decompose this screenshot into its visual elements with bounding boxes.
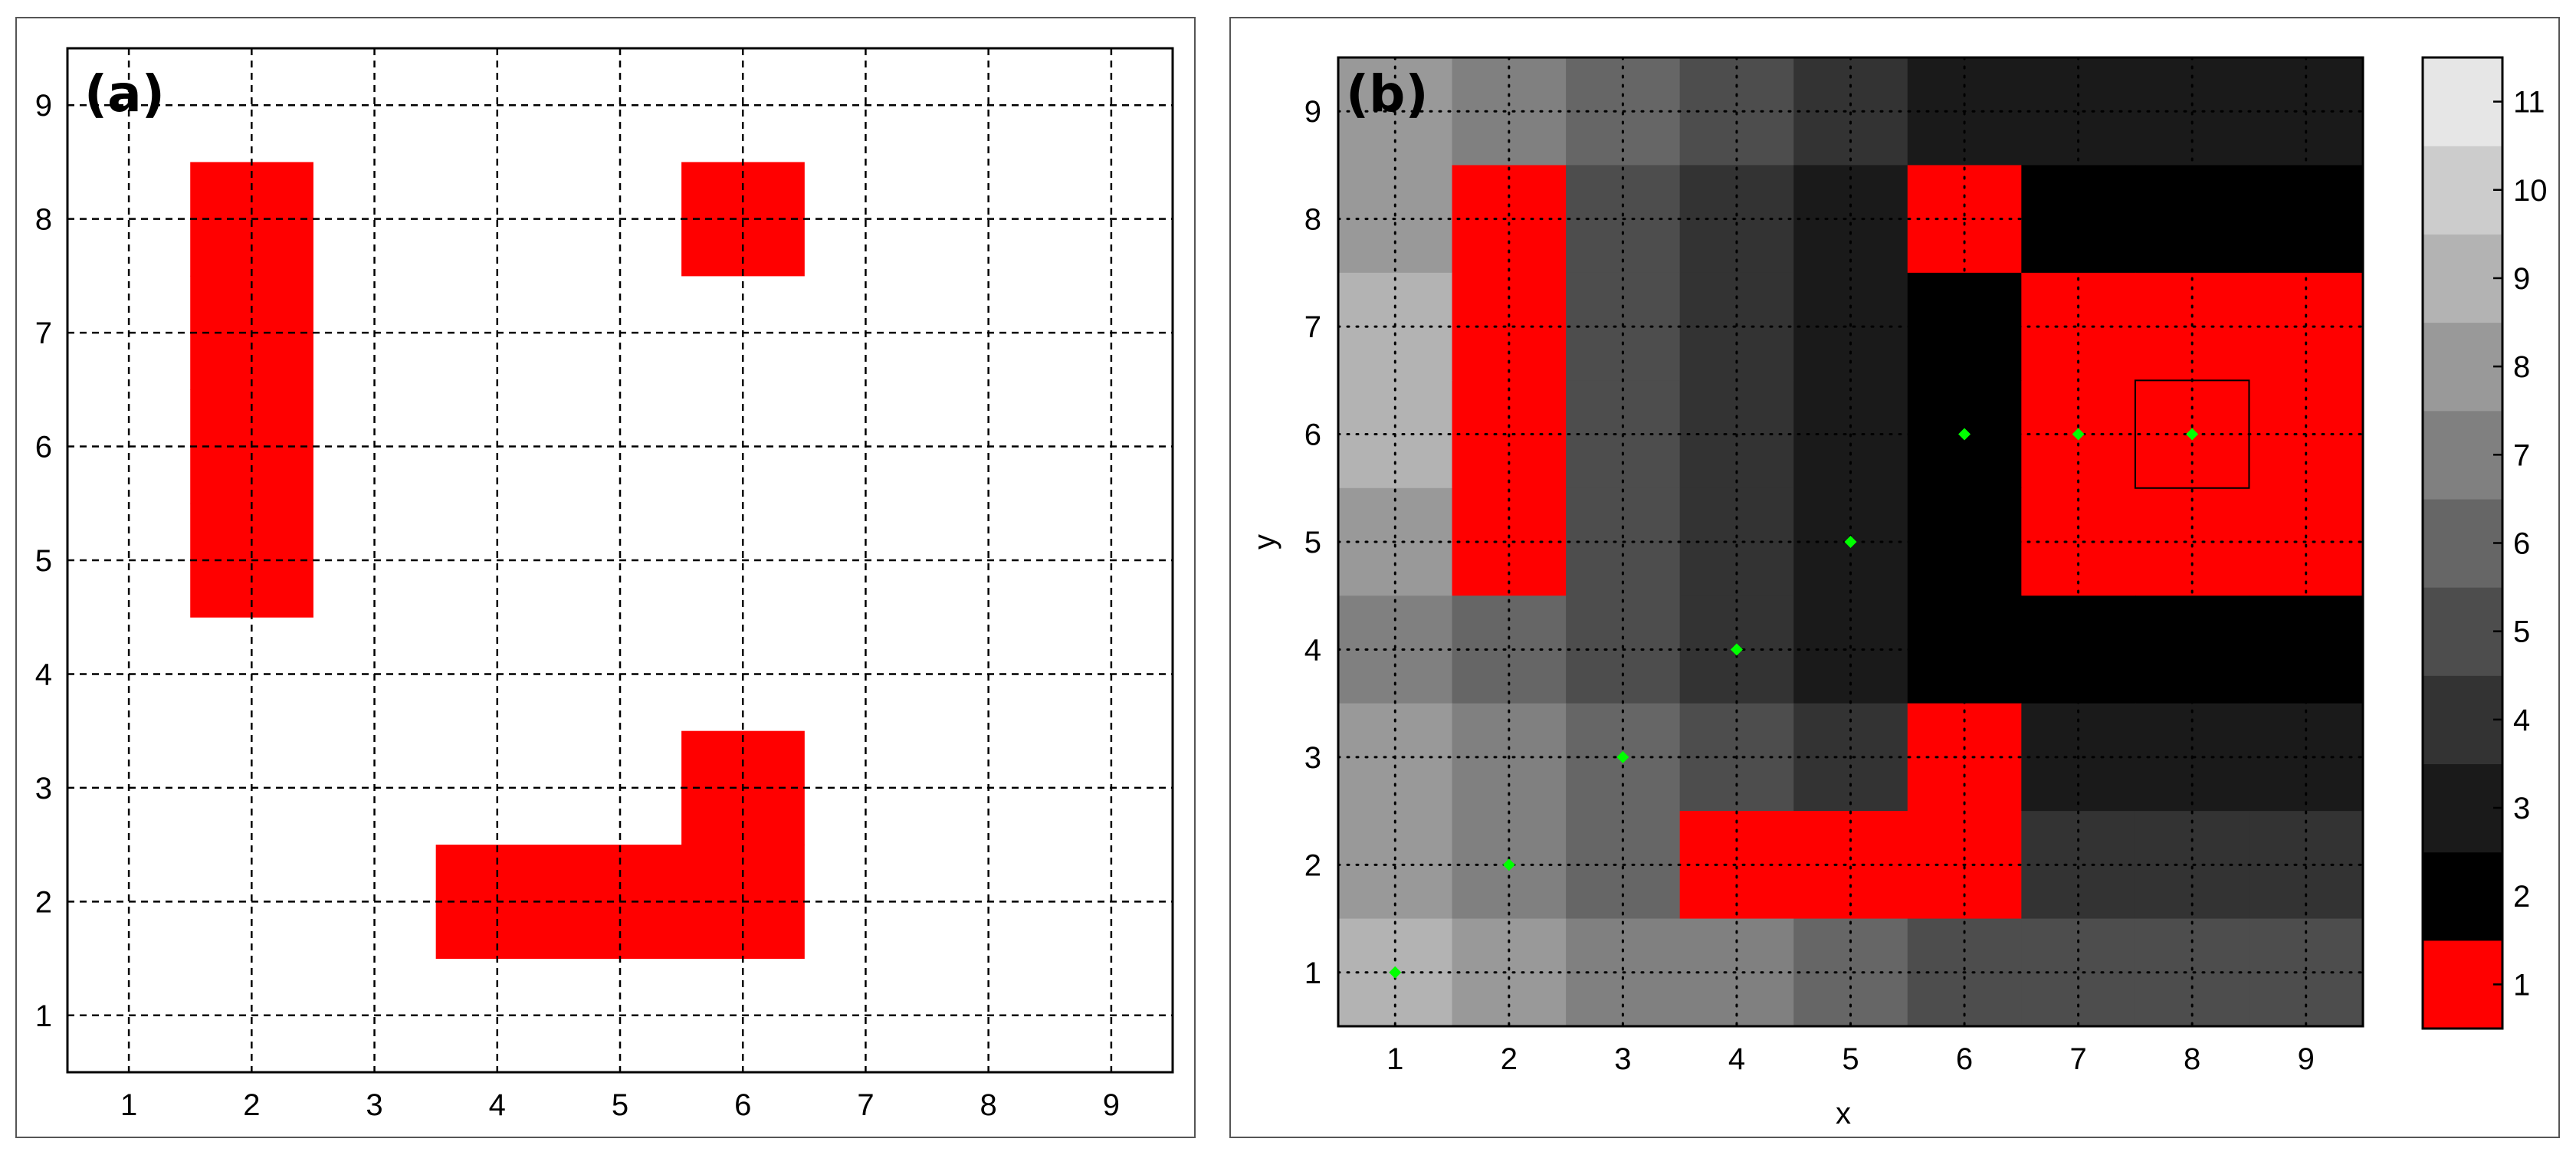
panel-b-y-tick-label: 4 bbox=[1304, 633, 1321, 667]
panel-b-heatmap-cell bbox=[1452, 918, 1567, 1027]
panel-a-x-tick-labels: 1 2 3 4 5 6 7 8 9 bbox=[120, 1088, 1120, 1122]
panel-b-y-tick-label: 9 bbox=[1304, 95, 1321, 129]
panel-b-path-point bbox=[2186, 428, 2199, 441]
panel-a-x-tick-label: 6 bbox=[734, 1088, 751, 1122]
panel-b-y-tick-label: 7 bbox=[1304, 310, 1321, 344]
panel-b-y-axis-label: y bbox=[1248, 534, 1281, 550]
panel-b-x-tick-label: 5 bbox=[1842, 1042, 1859, 1076]
panel-a-chart: 1 2 3 4 5 6 7 8 9 1 2 3 4 5 6 7 8 9 (a) bbox=[15, 17, 1196, 1138]
panel-b-path-markers bbox=[1389, 428, 2199, 979]
colorbar-tick-label: 2 bbox=[2513, 880, 2530, 914]
panel-b-y-tick-label: 1 bbox=[1304, 956, 1321, 990]
colorbar-segment bbox=[2423, 146, 2502, 235]
colorbar-segment bbox=[2423, 57, 2502, 146]
panel-b-path-point bbox=[1958, 428, 1971, 441]
panel-b-heatmap-cell bbox=[1793, 165, 1908, 274]
panel-a-x-tick-label: 4 bbox=[489, 1088, 506, 1122]
panel-b-path-point bbox=[1502, 858, 1515, 871]
panel-a-y-tick-label: 4 bbox=[35, 658, 52, 691]
panel-a-x-tick-label: 2 bbox=[243, 1088, 260, 1122]
panel-b-x-tick-label: 9 bbox=[2298, 1042, 2315, 1076]
panel-a-y-tick-label: 8 bbox=[35, 203, 52, 237]
panel-b-x-tick-label: 2 bbox=[1501, 1042, 1518, 1076]
panel-a-y-tick-label: 5 bbox=[35, 544, 52, 578]
colorbar-tick-label: 5 bbox=[2513, 615, 2530, 649]
colorbar-tick-label: 1 bbox=[2513, 968, 2530, 1002]
colorbar-segment bbox=[2423, 234, 2502, 323]
panel-b-path-point bbox=[1616, 750, 1629, 763]
panel-b-path-point bbox=[1844, 536, 1857, 548]
panel-b-y-tick-label: 8 bbox=[1304, 203, 1321, 237]
colorbar-tick-label: 11 bbox=[2513, 86, 2545, 120]
panel-b-heatmap-cell bbox=[1793, 596, 1908, 704]
panel-a-y-tick-label: 9 bbox=[35, 89, 52, 123]
colorbar-segment bbox=[2423, 322, 2502, 412]
colorbar-tick-label: 7 bbox=[2513, 438, 2530, 472]
panel-b-x-tick-label: 7 bbox=[2069, 1042, 2086, 1076]
panel-b-heatmap-cell bbox=[1793, 918, 1908, 1027]
panel-b-colorbar bbox=[2423, 57, 2502, 1029]
panel-a-x-tick-label: 9 bbox=[1103, 1088, 1120, 1122]
panel-b-heatmap-cell bbox=[1452, 165, 1567, 274]
panel-a-x-tick-label: 5 bbox=[612, 1088, 628, 1122]
panel-a-x-tick-label: 8 bbox=[980, 1088, 997, 1122]
panel-b-path-point bbox=[1389, 966, 1402, 979]
panel-b-x-axis-label: x bbox=[1836, 1097, 1851, 1130]
panel-b-x-tick-label: 6 bbox=[1956, 1042, 1973, 1076]
panel-b-y-tick-labels: 1 2 3 4 5 6 7 8 9 bbox=[1304, 95, 1321, 990]
panel-a-label: (a) bbox=[84, 64, 165, 123]
panel-b-y-tick-label: 5 bbox=[1304, 526, 1321, 559]
panel-b-path-point bbox=[2072, 428, 2085, 441]
colorbar-segment bbox=[2423, 587, 2502, 676]
panel-b-x-tick-label: 1 bbox=[1386, 1042, 1403, 1076]
panel-a-y-tick-labels: 1 2 3 4 5 6 7 8 9 bbox=[35, 89, 52, 1033]
colorbar-segment bbox=[2423, 498, 2502, 588]
panel-b-axes-frame bbox=[1337, 56, 2364, 1028]
panel-b-y-tick-label: 3 bbox=[1304, 741, 1321, 775]
colorbar-tick-label: 10 bbox=[2513, 174, 2548, 208]
panel-a-x-tick-label: 1 bbox=[120, 1088, 137, 1122]
panel-b-x-tick-label: 3 bbox=[1614, 1042, 1631, 1076]
panel-b-y-tick-label: 2 bbox=[1304, 848, 1321, 882]
colorbar-segment bbox=[2423, 940, 2502, 1029]
colorbar-segment bbox=[2423, 410, 2502, 500]
panel-a-x-tick-label: 7 bbox=[857, 1088, 874, 1122]
panel-b-heatmap-cell bbox=[2021, 918, 2136, 1027]
colorbar-segment bbox=[2423, 851, 2502, 941]
panel-b-x-tick-label: 8 bbox=[2184, 1042, 2200, 1076]
panel-a-y-tick-label: 7 bbox=[35, 317, 52, 350]
panel-b-heatmap-cell bbox=[1452, 596, 1567, 704]
colorbar-segment bbox=[2423, 675, 2502, 765]
panel-b-y-tick-label: 6 bbox=[1304, 418, 1321, 452]
colorbar-tick-label: 9 bbox=[2513, 262, 2530, 296]
panel-b-path-point bbox=[1730, 643, 1743, 656]
panel-b-colorbar-tick-labels: 1 2 3 4 5 6 7 8 9 10 11 bbox=[2493, 86, 2548, 1002]
panel-b-label: (b) bbox=[1346, 64, 1429, 123]
colorbar-tick-label: 3 bbox=[2513, 792, 2530, 825]
panel-b-x-tick-labels: 1 2 3 4 5 6 7 8 9 bbox=[1386, 1042, 2315, 1076]
panel-b-x-tick-label: 4 bbox=[1728, 1042, 1745, 1076]
panel-a-x-tick-label: 3 bbox=[366, 1088, 382, 1122]
colorbar-tick-label: 6 bbox=[2513, 527, 2530, 561]
panel-a-axes-frame bbox=[66, 47, 1174, 1074]
panel-b-heatmap-cell bbox=[2021, 596, 2136, 704]
panel-a-y-tick-label: 1 bbox=[35, 999, 52, 1033]
panel-a-y-tick-label: 2 bbox=[35, 885, 52, 919]
panel-a-grid bbox=[67, 48, 1173, 1072]
panel-b-heatmap-cell bbox=[2021, 487, 2136, 596]
colorbar-segment bbox=[2423, 763, 2502, 853]
panel-b-heatmap-cell bbox=[2021, 165, 2136, 274]
colorbar-tick-label: 4 bbox=[2513, 704, 2530, 737]
panel-a-y-tick-label: 6 bbox=[35, 431, 52, 464]
panel-a-y-tick-label: 3 bbox=[35, 772, 52, 806]
colorbar-tick-label: 8 bbox=[2513, 350, 2530, 384]
panel-b-heatmap-cell bbox=[1452, 487, 1567, 596]
